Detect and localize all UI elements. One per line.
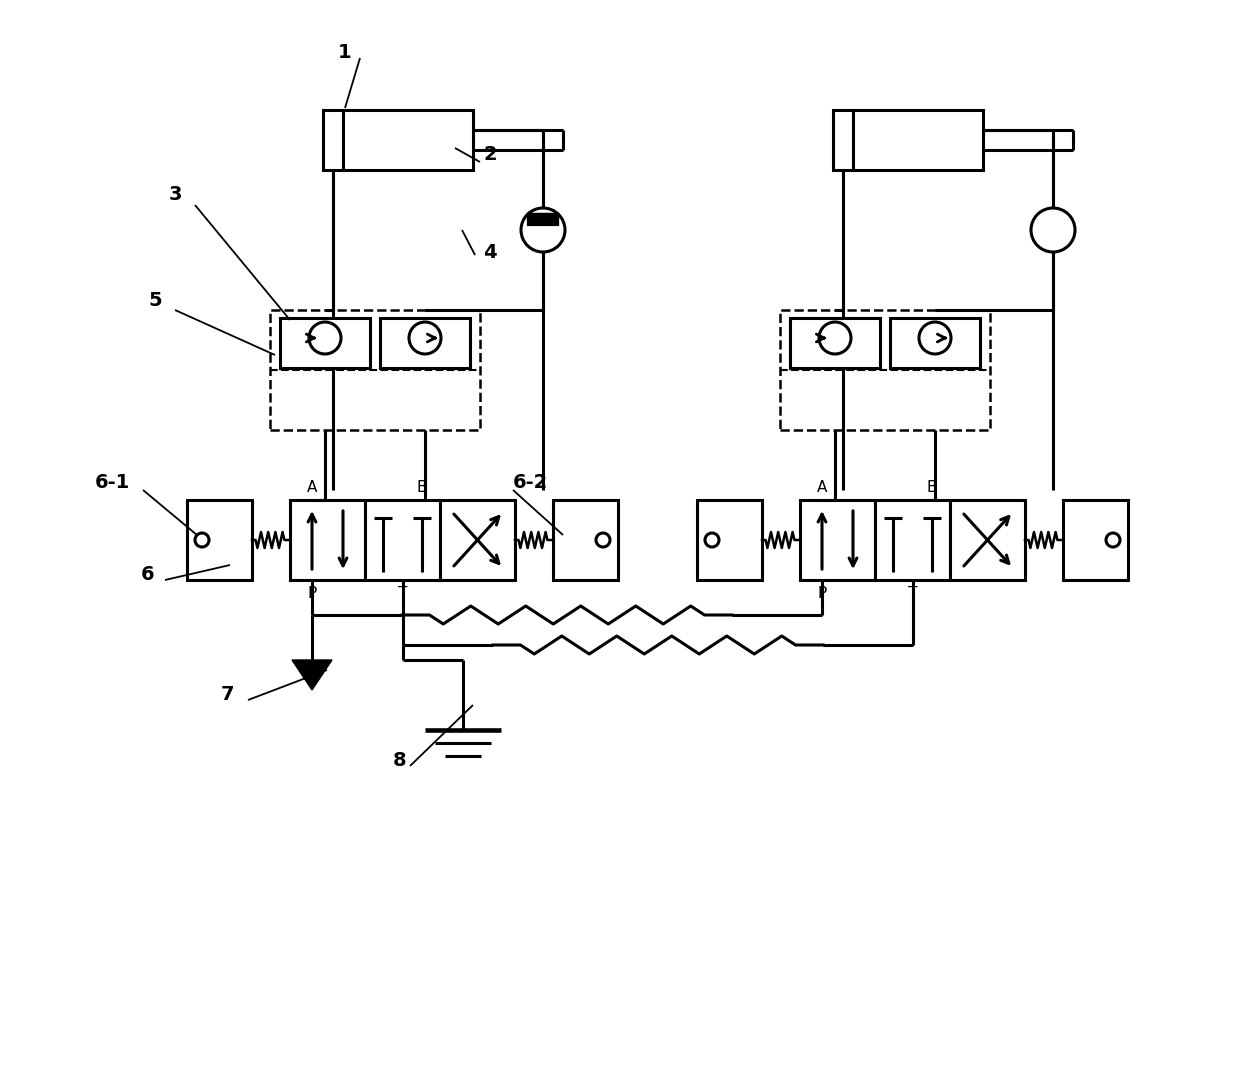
Text: P: P [817,586,827,602]
Bar [365,500,440,580]
Bar [187,500,252,580]
Bar [790,318,880,367]
Text: T: T [909,586,918,602]
Text: 2: 2 [484,145,497,165]
Bar [270,310,480,430]
Circle shape [1106,533,1120,547]
Text: 3: 3 [169,185,182,205]
Circle shape [596,533,610,547]
Text: B: B [417,480,428,495]
Text: 4: 4 [484,243,497,261]
Bar [280,318,370,367]
Circle shape [1030,208,1075,251]
Text: P: P [308,586,316,602]
Text: 8: 8 [393,750,407,770]
Text: A: A [306,480,317,495]
Text: 1: 1 [339,42,352,62]
Bar [833,109,853,170]
Text: 6-1: 6-1 [94,474,130,492]
Text: B: B [926,480,937,495]
Polygon shape [291,660,332,691]
Bar [697,500,763,580]
Text: 7: 7 [221,685,234,705]
Circle shape [818,322,851,354]
Bar [440,500,515,580]
Bar [875,500,950,580]
Bar [890,318,980,367]
Bar [553,500,618,580]
Circle shape [919,322,951,354]
Bar [950,500,1025,580]
Circle shape [195,533,210,547]
Text: A: A [817,480,827,495]
Text: T: T [398,586,408,602]
Bar [800,500,875,580]
Text: 5: 5 [149,291,161,310]
Bar [290,500,365,580]
Text: 6: 6 [141,566,155,584]
Bar [853,109,983,170]
Bar [780,310,990,430]
Circle shape [521,208,565,251]
Circle shape [409,322,441,354]
Bar [379,318,470,367]
Circle shape [309,322,341,354]
Bar [790,318,880,367]
Bar [322,109,343,170]
Bar [343,109,472,170]
Text: 6-2: 6-2 [512,474,548,492]
Circle shape [706,533,719,547]
Bar [1063,500,1128,580]
